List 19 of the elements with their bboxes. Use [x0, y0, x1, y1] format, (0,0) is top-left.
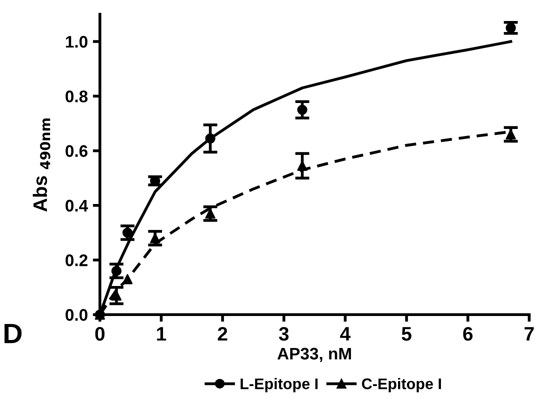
x-tick-label: 1	[157, 327, 166, 341]
legend-label: L-Epitope I	[240, 378, 318, 392]
y-tick-label: 0.6	[66, 145, 88, 157]
x-tick-label: 0	[95, 326, 105, 341]
y-tick-label: 1.0	[66, 36, 88, 48]
x-tick-label: 3	[278, 326, 289, 341]
x-tick-label: 7	[524, 327, 534, 341]
y-tick-label: 0.0	[66, 309, 88, 321]
y-tick-label: 0.8	[66, 90, 88, 102]
x-tick-label: 2	[218, 326, 228, 341]
legend-label: C-Epitope I	[362, 378, 441, 392]
y-axis-title: Abs $_{490nm}$	[32, 118, 50, 212]
x-tick-label: 4	[340, 327, 351, 341]
y-tick-label: 0.2	[66, 254, 88, 266]
x-tick-label: 6	[463, 326, 473, 341]
y-tick-label: 0.4	[66, 200, 88, 212]
text: D	[4, 324, 22, 344]
x-tick-label: 5	[402, 327, 412, 341]
x-axis-title: AP33, nM	[277, 348, 351, 362]
